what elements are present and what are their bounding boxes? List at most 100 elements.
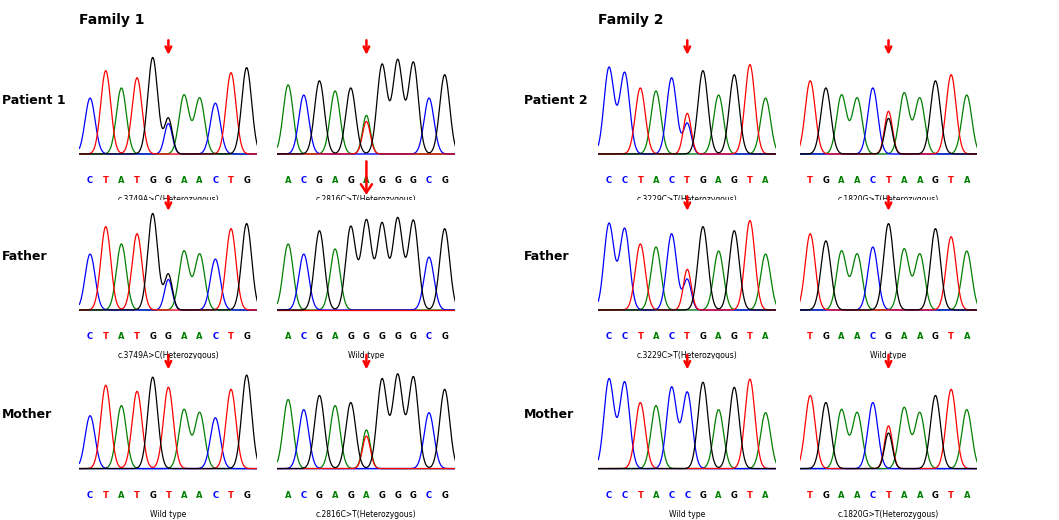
Text: G: G [700,491,706,500]
Text: T: T [684,176,690,185]
Text: A: A [901,332,908,341]
Text: A: A [964,176,970,185]
Text: A: A [119,176,125,185]
Text: C: C [869,176,876,185]
Text: G: G [700,332,706,341]
Text: Wild type: Wild type [669,510,705,519]
Text: C: C [668,176,675,185]
Text: C: C [622,491,628,500]
Text: C: C [426,491,432,500]
Text: T: T [948,332,954,341]
Text: G: G [823,332,829,341]
Text: T: T [165,491,172,500]
Text: C: C [87,491,93,500]
Text: C: C [426,332,432,341]
Text: A: A [285,491,291,500]
Text: G: G [731,176,738,185]
Text: G: G [410,491,417,500]
Text: T: T [228,491,234,500]
Text: A: A [715,332,722,341]
Text: G: G [394,176,401,185]
Text: A: A [652,176,660,185]
Text: A: A [839,176,845,185]
Text: c.2816C>T(Heterozygous): c.2816C>T(Heterozygous) [316,510,417,519]
Text: T: T [638,491,643,500]
Text: A: A [854,176,861,185]
Text: T: T [103,491,109,500]
Text: C: C [668,491,675,500]
Text: T: T [747,332,753,341]
Text: G: G [442,332,448,341]
Text: G: G [149,332,156,341]
Text: A: A [854,491,861,500]
Text: Family 2: Family 2 [598,13,664,27]
Text: G: G [700,176,706,185]
Text: G: G [442,491,448,500]
Text: c.3749A>C(Heterozygous): c.3749A>C(Heterozygous) [118,195,219,204]
Text: Wild type: Wild type [870,351,907,360]
Text: G: G [316,491,323,500]
Text: c.3749A>C(Heterozygous): c.3749A>C(Heterozygous) [118,351,219,360]
Text: G: G [165,332,172,341]
Text: G: G [823,176,829,185]
Text: Family 1: Family 1 [79,13,145,27]
Text: Wild type: Wild type [150,510,186,519]
Text: G: G [379,332,385,341]
Text: G: G [410,176,417,185]
Text: T: T [638,332,643,341]
Text: A: A [762,176,769,185]
Text: T: T [134,491,140,500]
Text: T: T [134,332,140,341]
Text: G: G [165,176,172,185]
Text: A: A [901,176,908,185]
Text: A: A [964,332,970,341]
Text: c.1820G>T(Heterozygous): c.1820G>T(Heterozygous) [838,510,939,519]
Text: T: T [684,332,690,341]
Text: T: T [638,176,643,185]
Text: A: A [181,491,187,500]
Text: G: G [885,332,892,341]
Text: C: C [869,332,876,341]
Text: T: T [134,176,140,185]
Text: A: A [652,491,660,500]
Text: A: A [854,332,861,341]
Text: G: G [410,332,417,341]
Text: C: C [212,332,218,341]
Text: A: A [196,332,203,341]
Text: G: G [394,491,401,500]
Text: G: G [379,491,385,500]
Text: c.1820G>T(Heterozygous): c.1820G>T(Heterozygous) [838,195,939,204]
Text: C: C [668,332,675,341]
Text: A: A [196,491,203,500]
Text: A: A [901,491,908,500]
Text: A: A [916,332,923,341]
Text: G: G [347,176,354,185]
Text: G: G [442,176,448,185]
Text: A: A [762,491,769,500]
Text: A: A [964,491,970,500]
Text: C: C [606,176,612,185]
Text: G: G [244,332,250,341]
Text: C: C [212,176,218,185]
Text: Mother: Mother [2,408,52,421]
Text: A: A [119,491,125,500]
Text: Wild type: Wild type [348,351,384,360]
Text: A: A [916,491,923,500]
Text: T: T [885,176,892,185]
Text: G: G [932,332,939,341]
Text: G: G [149,491,156,500]
Text: Father: Father [524,250,570,263]
Text: A: A [285,332,291,341]
Text: c.3229C>T(Heterozygous): c.3229C>T(Heterozygous) [636,195,738,204]
Text: G: G [244,176,250,185]
Text: c.2816C>T(Heterozygous): c.2816C>T(Heterozygous) [316,195,417,204]
Text: G: G [731,332,738,341]
Text: A: A [285,176,291,185]
Text: G: G [149,176,156,185]
Text: A: A [839,332,845,341]
Text: G: G [731,491,738,500]
Text: A: A [652,332,660,341]
Text: G: G [379,176,385,185]
Text: G: G [823,491,829,500]
Text: Patient 1: Patient 1 [2,94,66,107]
